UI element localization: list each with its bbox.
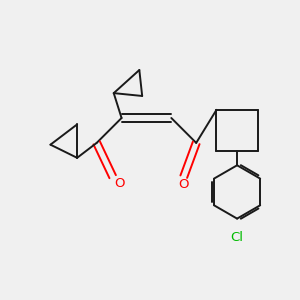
Text: O: O xyxy=(178,178,189,191)
Text: O: O xyxy=(114,177,124,190)
Text: Cl: Cl xyxy=(231,231,244,244)
